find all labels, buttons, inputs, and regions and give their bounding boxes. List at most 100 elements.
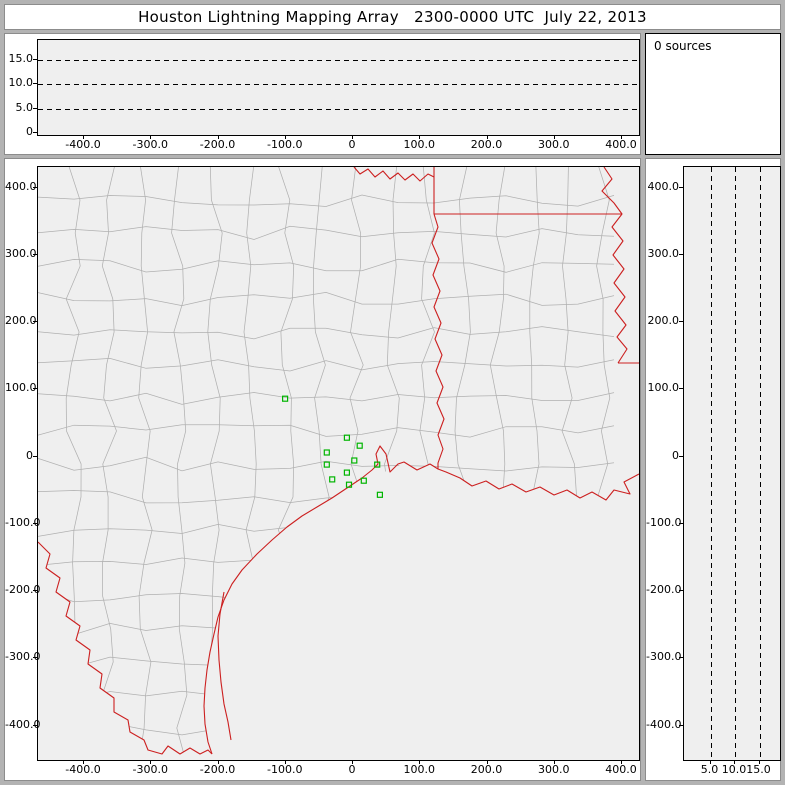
window-title: Houston Lightning Mapping Array 2300-000… (4, 4, 781, 30)
lma-station-square (377, 492, 382, 497)
county-line (66, 167, 81, 760)
county-line (172, 167, 187, 760)
altitude-ns-panel: 400.0300.0200.0100.00-100.0-200.0-300.0-… (645, 158, 781, 781)
red-river-border (354, 167, 434, 181)
county-line (38, 457, 614, 471)
sources-count-label: 0 sources (654, 39, 712, 53)
ew-tick-label: -300.0 (133, 139, 168, 151)
axis-tick (218, 761, 219, 764)
ew-tick-label: -400.0 (65, 764, 100, 776)
county-line (490, 167, 506, 760)
ns-tick-label: 300.0 (646, 248, 679, 260)
lma-station-square (344, 435, 349, 440)
axis-tick (150, 761, 151, 764)
axis-tick (150, 136, 151, 139)
ns-tick-label: 400.0 (646, 181, 679, 193)
lma-station-square (352, 458, 357, 463)
county-line (102, 167, 116, 760)
ns-tick-label: -200.0 (5, 584, 33, 596)
axis-tick (33, 590, 37, 591)
mississippi-river-border (602, 167, 627, 363)
county-line (420, 167, 435, 760)
axis-tick (621, 761, 622, 764)
lma-station-square (361, 478, 366, 483)
ns-tick-label: 0 (646, 450, 679, 462)
ns-tick-label: -100.0 (646, 517, 679, 529)
ew-tick-label: 0 (349, 139, 356, 151)
ew-tick-label: -200.0 (200, 139, 235, 151)
county-line (244, 167, 257, 760)
axis-tick (679, 388, 683, 389)
axis-tick (33, 187, 37, 188)
map-svg (38, 167, 639, 760)
axis-tick (679, 725, 683, 726)
county-line (562, 167, 577, 760)
axis-tick (679, 590, 683, 591)
plan-view-map-plot[interactable] (37, 166, 640, 761)
ew-tick-label: 0 (349, 764, 356, 776)
axis-tick (759, 761, 760, 764)
alt-tick-label: 10.0 (722, 764, 747, 776)
axis-tick (33, 83, 37, 84)
county-line (278, 167, 293, 760)
ew-tick-label: 400.0 (605, 764, 637, 776)
axis-tick (487, 761, 488, 764)
ew-tick-label: 100.0 (404, 139, 436, 151)
county-line (38, 524, 614, 537)
ns-tick-label: -300.0 (646, 651, 679, 663)
altitude-gridline (38, 84, 639, 85)
county-line (38, 393, 614, 405)
county-line (455, 167, 470, 760)
sabine-river-border (432, 214, 444, 469)
lma-station-square (324, 462, 329, 467)
axis-tick (33, 254, 37, 255)
axis-tick (285, 136, 286, 139)
county-line (38, 556, 614, 566)
alt-tick-label: 15.0 (5, 53, 33, 65)
axis-tick (679, 254, 683, 255)
altitude-gridline (735, 167, 736, 760)
county-line (38, 590, 614, 603)
county-line (38, 195, 614, 207)
axis-tick (33, 523, 37, 524)
county-line (38, 622, 614, 636)
altitude-ew-plot[interactable] (37, 39, 640, 136)
axis-tick (679, 187, 683, 188)
plan-view-panel: -400.0-300.0-200.0-100.00100.0200.0300.0… (4, 158, 641, 781)
axis-tick (679, 523, 683, 524)
alt-tick-label: 0 (5, 126, 33, 138)
ew-tick-label: -300.0 (133, 764, 168, 776)
county-line (38, 226, 614, 239)
axis-tick (734, 761, 735, 764)
axis-tick (83, 761, 84, 764)
axis-tick (33, 388, 37, 389)
lma-station-markers (283, 396, 383, 497)
altitude-ns-plot[interactable] (683, 166, 781, 761)
ew-tick-label: -100.0 (267, 139, 302, 151)
lma-station-square (357, 443, 362, 448)
county-line (38, 688, 614, 702)
axis-tick (554, 761, 555, 764)
ew-tick-label: 300.0 (538, 139, 570, 151)
county-line (38, 425, 614, 437)
axis-tick (33, 456, 37, 457)
rio-grande-border (38, 542, 212, 754)
lma-station-square (330, 477, 335, 482)
ns-tick-label: -200.0 (646, 584, 679, 596)
axis-tick (679, 456, 683, 457)
ns-tick-label: 200.0 (5, 315, 33, 327)
axis-tick (33, 59, 37, 60)
county-line (38, 358, 614, 371)
county-line (38, 655, 614, 667)
axis-tick (679, 657, 683, 658)
axis-tick (554, 136, 555, 139)
county-line (38, 722, 614, 735)
county-line (139, 167, 152, 760)
axis-tick (33, 108, 37, 109)
axis-tick (33, 725, 37, 726)
axis-tick (352, 136, 353, 139)
ew-tick-label: 400.0 (605, 139, 637, 151)
ns-tick-label: 0 (5, 450, 33, 462)
ew-tick-label: 100.0 (404, 764, 436, 776)
axis-tick (33, 132, 37, 133)
